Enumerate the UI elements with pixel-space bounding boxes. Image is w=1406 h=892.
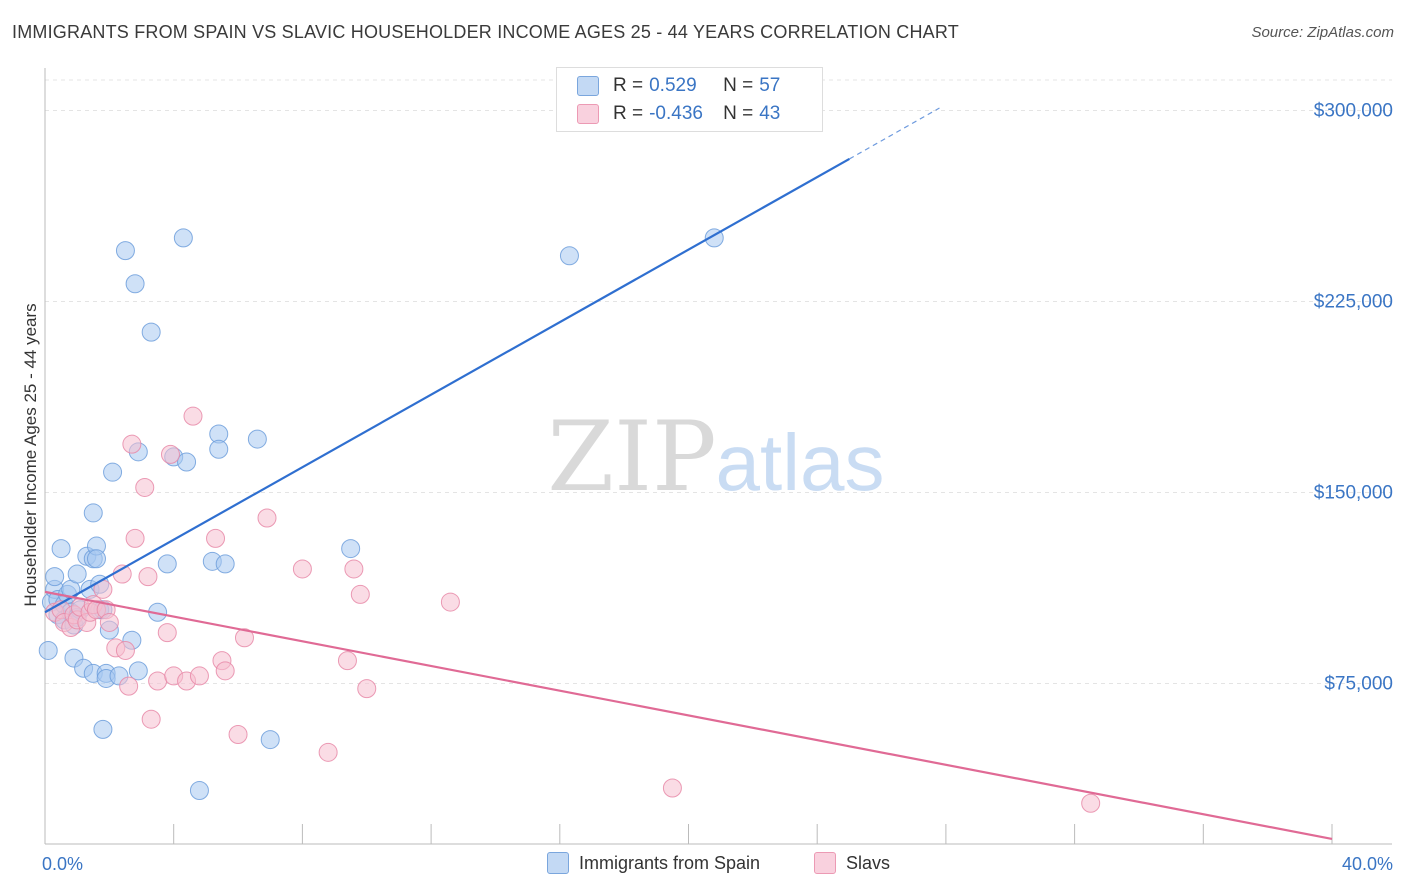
spain-point-3 xyxy=(45,567,65,587)
series-name-slavs: Slavs xyxy=(846,852,891,873)
slavs-point-22 xyxy=(141,709,161,729)
spain-point-49 xyxy=(215,554,235,574)
spain-point-32 xyxy=(103,462,123,482)
data-points xyxy=(38,228,1101,813)
y-tick-label-1: $150,000 xyxy=(1314,483,1393,504)
x-tick-label-min: 0.0% xyxy=(42,854,83,874)
slavs-point-21 xyxy=(138,567,158,587)
series-legend-spain: Immigrants from Spain xyxy=(547,852,760,874)
slavs-point-40 xyxy=(350,584,370,604)
watermark-atlas: atlas xyxy=(716,418,885,507)
legend-swatch-spain xyxy=(577,76,599,96)
y-tick-label-3: $300,000 xyxy=(1314,101,1393,122)
slavs-point-13 xyxy=(99,612,119,632)
correlation-legend: R = 0.529 N = 57 R = -0.436 N = 43 xyxy=(556,67,823,132)
spain-point-34 xyxy=(115,241,135,261)
slavs-point-37 xyxy=(318,742,338,762)
spain-point-6 xyxy=(51,539,71,559)
n-label: N = xyxy=(723,75,754,96)
spain-point-41 xyxy=(157,554,177,574)
source-note: Source: ZipAtlas.com xyxy=(1251,24,1394,41)
slavs-point-39 xyxy=(344,559,364,579)
slavs-point-43 xyxy=(662,778,682,798)
spain-point-36 xyxy=(125,274,145,294)
watermark-zip: ZIP xyxy=(547,401,716,513)
slavs-point-17 xyxy=(119,676,139,696)
slavs-point-32 xyxy=(215,661,235,681)
n-value-spain: 57 xyxy=(759,75,781,96)
slavs-point-36 xyxy=(292,559,312,579)
spain-point-44 xyxy=(177,452,197,472)
spain-point-53 xyxy=(559,246,579,266)
slavs-point-42 xyxy=(440,592,460,612)
trend-lines xyxy=(44,107,1333,840)
series-swatch-slavs xyxy=(814,852,836,874)
spain-point-38 xyxy=(128,661,148,681)
n-value-slavs: 43 xyxy=(759,103,781,124)
spain-point-52 xyxy=(341,539,361,559)
chart-title: IMMIGRANTS FROM SPAIN VS SLAVIC HOUSEHOL… xyxy=(12,22,959,42)
slavs-point-34 xyxy=(234,628,254,648)
slavs-point-35 xyxy=(257,508,277,528)
r-label: R = xyxy=(613,103,644,124)
gridlines xyxy=(45,79,1392,685)
spain-point-28 xyxy=(93,719,113,739)
spain-point-39 xyxy=(141,322,161,342)
series-legend-slavs: Slavs xyxy=(814,852,890,874)
spain-point-50 xyxy=(247,429,267,449)
legend-swatch-slavs xyxy=(577,104,599,124)
r-value-spain: 0.529 xyxy=(649,75,697,96)
slavs-point-24 xyxy=(157,623,177,643)
slavs-point-29 xyxy=(189,666,209,686)
slavs-point-18 xyxy=(122,434,142,454)
slavs-point-19 xyxy=(125,528,145,548)
slavs-point-33 xyxy=(228,724,248,744)
spain-trend-line xyxy=(44,157,850,614)
spain-point-22 xyxy=(83,503,103,523)
slavs-point-20 xyxy=(135,477,155,497)
r-label: R = xyxy=(613,75,644,96)
series-swatch-spain xyxy=(547,852,569,874)
slavs-point-25 xyxy=(160,444,180,464)
axes xyxy=(44,68,1392,845)
spain-point-48 xyxy=(209,439,229,459)
slavs-point-38 xyxy=(337,651,357,671)
series-name-spain: Immigrants from Spain xyxy=(579,852,761,873)
slavs-point-28 xyxy=(183,406,203,426)
slavs-point-41 xyxy=(357,679,377,699)
spain-point-43 xyxy=(173,228,193,248)
tick-labels: $75,000 $150,000 $225,000 $300,000 0.0% 40.0% xyxy=(42,101,1393,874)
n-label: N = xyxy=(723,103,754,124)
slavs-point-44 xyxy=(1081,793,1101,813)
r-value-slavs: -0.436 xyxy=(649,103,703,124)
y-tick-label-0: $75,000 xyxy=(1324,674,1393,695)
spain-point-14 xyxy=(67,564,87,584)
x-tick-label-max: 40.0% xyxy=(1342,854,1393,874)
spain-point-51 xyxy=(260,730,280,750)
legend-row-slavs: R = -0.436 N = 43 xyxy=(577,102,780,126)
slavs-point-16 xyxy=(115,640,135,660)
spain-point-0 xyxy=(38,640,58,660)
slavs-point-30 xyxy=(206,528,226,548)
legend-row-spain: R = 0.529 N = 57 xyxy=(577,74,780,98)
spain-point-24 xyxy=(86,549,106,569)
slavs-trend-line xyxy=(44,590,1333,840)
spain-trend-extension xyxy=(849,107,940,160)
slavs-point-23 xyxy=(148,671,168,691)
spain-point-45 xyxy=(189,781,209,801)
y-tick-label-2: $225,000 xyxy=(1314,292,1393,313)
